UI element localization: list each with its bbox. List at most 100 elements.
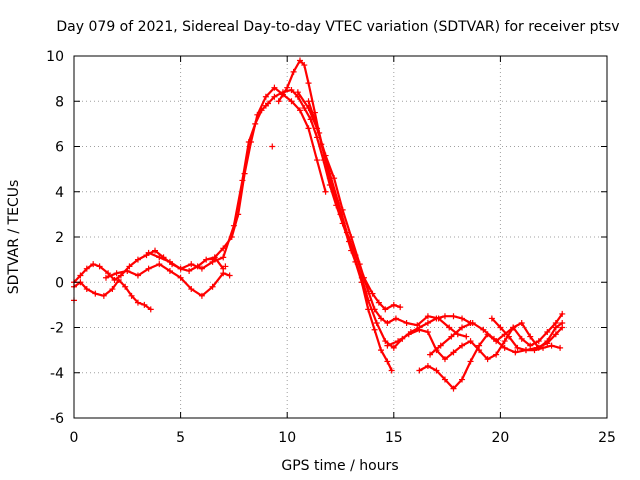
data-point xyxy=(198,292,205,299)
data-point xyxy=(247,138,254,145)
data-point xyxy=(209,283,216,290)
data-point xyxy=(433,367,440,374)
plot-frame xyxy=(73,55,608,419)
data-point xyxy=(510,324,517,331)
data-point xyxy=(262,102,269,109)
data-point xyxy=(209,256,216,263)
chart-title: Day 079 of 2021, Sidereal Day-to-day VTE… xyxy=(56,19,619,35)
y-tick-label: 0 xyxy=(55,275,64,291)
series-track-5 xyxy=(211,86,327,261)
data-point xyxy=(339,206,346,213)
data-point xyxy=(92,290,99,297)
data-point xyxy=(395,338,402,345)
data-point xyxy=(514,344,521,351)
data-point xyxy=(186,267,193,274)
data-point xyxy=(403,319,410,326)
data-point xyxy=(115,276,122,283)
grid xyxy=(74,56,607,418)
data-point xyxy=(166,258,173,265)
data-point xyxy=(527,342,534,349)
data-point xyxy=(254,111,261,118)
data-point xyxy=(188,261,195,268)
series-track-12 xyxy=(428,321,564,356)
x-tick-label: 25 xyxy=(598,430,616,446)
data-point xyxy=(83,265,90,272)
data-point xyxy=(531,347,538,354)
data-point xyxy=(337,211,344,218)
outlier-point xyxy=(222,263,229,270)
y-tick-label: 4 xyxy=(55,185,64,201)
data-point xyxy=(126,263,133,270)
data-point xyxy=(427,351,434,358)
data-point xyxy=(378,315,385,322)
data-point xyxy=(382,306,389,313)
data-series xyxy=(71,57,566,392)
data-point xyxy=(235,211,242,218)
data-point xyxy=(305,98,312,105)
data-point xyxy=(83,286,90,293)
data-point xyxy=(390,344,397,351)
data-point xyxy=(356,261,363,268)
data-point xyxy=(450,385,457,392)
data-point xyxy=(348,247,355,254)
data-point xyxy=(365,306,372,313)
data-point xyxy=(177,265,184,272)
data-point xyxy=(459,342,466,349)
data-point xyxy=(141,301,148,308)
data-point xyxy=(109,286,116,293)
series-track-4 xyxy=(147,102,270,270)
y-axis-label: SDTVAR / TECUs xyxy=(6,180,22,295)
x-tick-label: 10 xyxy=(278,430,296,446)
data-point xyxy=(348,234,355,240)
data-point xyxy=(424,319,431,326)
data-point xyxy=(100,292,107,299)
data-point xyxy=(145,265,152,272)
data-point xyxy=(290,68,297,75)
data-point xyxy=(316,129,323,136)
y-tick-label: 10 xyxy=(46,49,64,65)
data-point xyxy=(548,342,555,349)
data-point xyxy=(322,188,329,195)
data-point xyxy=(275,98,282,105)
y-tick-label: -6 xyxy=(50,411,64,427)
data-point xyxy=(459,324,466,331)
data-point xyxy=(424,329,431,336)
data-point xyxy=(305,80,312,87)
data-point xyxy=(296,107,303,114)
data-point xyxy=(271,93,278,100)
data-point xyxy=(134,299,141,306)
data-point xyxy=(512,349,519,356)
data-point xyxy=(437,342,444,349)
data-point xyxy=(384,319,391,326)
data-point xyxy=(424,313,431,320)
data-point xyxy=(527,333,534,340)
data-point xyxy=(480,326,487,333)
data-point xyxy=(326,175,333,182)
y-tick-label: 6 xyxy=(55,140,64,156)
data-point xyxy=(358,274,365,281)
data-point xyxy=(392,315,399,322)
data-point xyxy=(484,356,491,363)
data-point xyxy=(497,324,504,331)
data-point xyxy=(544,329,551,336)
data-point xyxy=(228,234,235,240)
data-point xyxy=(284,84,291,91)
data-point xyxy=(405,331,412,338)
data-point xyxy=(390,301,397,308)
data-point xyxy=(552,331,559,338)
data-point xyxy=(220,254,227,261)
data-point xyxy=(203,256,210,263)
data-point xyxy=(188,286,195,293)
data-point xyxy=(388,367,395,374)
x-tick-label: 0 xyxy=(70,430,79,446)
data-point xyxy=(446,324,453,331)
data-point xyxy=(134,256,141,263)
data-point xyxy=(314,157,321,164)
data-point xyxy=(441,356,448,363)
data-point xyxy=(271,84,278,91)
data-point xyxy=(288,86,295,93)
data-point xyxy=(90,261,97,268)
data-point xyxy=(102,274,109,281)
data-point xyxy=(294,89,301,96)
